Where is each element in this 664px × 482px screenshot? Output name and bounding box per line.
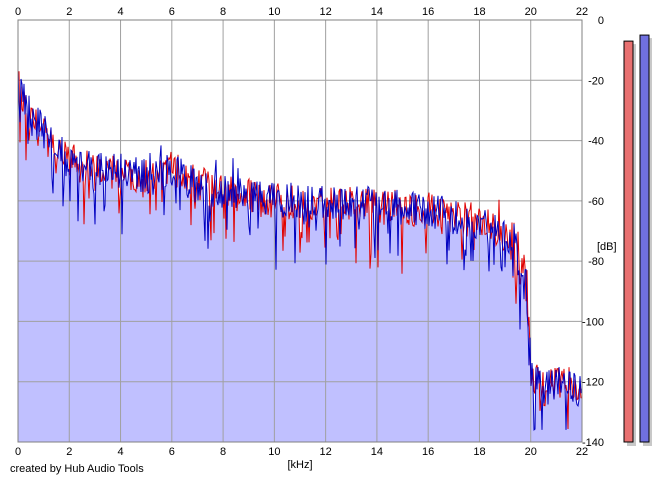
x-tick-label-bottom: 4 xyxy=(117,446,123,458)
series-line-right-channel xyxy=(17,70,583,431)
x-tick-label-bottom: 10 xyxy=(268,446,280,458)
x-tick-label-top: 12 xyxy=(320,6,332,18)
y-tick-label: -140 xyxy=(582,437,604,449)
series-line-left-channel xyxy=(17,71,583,430)
x-tick-label-top: 6 xyxy=(169,6,175,18)
level-meter-right xyxy=(639,34,652,446)
level-meter-left xyxy=(623,40,636,446)
x-tick-label-top: 2 xyxy=(66,6,72,18)
x-tick-label-top: 0 xyxy=(15,6,21,18)
x-tick-label-top: 16 xyxy=(422,6,434,18)
y-tick-label: -40 xyxy=(588,136,604,148)
level-meter-bar xyxy=(639,34,650,443)
x-tick-label-bottom: 6 xyxy=(169,446,175,458)
x-tick-label-bottom: 14 xyxy=(371,446,383,458)
x-axis-label: [kHz] xyxy=(287,459,312,471)
x-tick-label-bottom: 20 xyxy=(525,446,537,458)
x-tick-label-top: 22 xyxy=(576,6,588,18)
y-axis-ticks: 0 -20 -40 -60 -80 -100 -120 -140 xyxy=(582,15,604,449)
x-tick-label-bottom: 0 xyxy=(15,446,21,458)
y-tick-label: 0 xyxy=(598,15,604,27)
y-tick-label: -100 xyxy=(582,316,604,328)
y-tick-label: -20 xyxy=(588,75,604,87)
x-tick-label-bottom: 18 xyxy=(473,446,485,458)
y-tick-label: -120 xyxy=(582,377,604,389)
y-tick-label: -60 xyxy=(588,196,604,208)
x-tick-label-bottom: 8 xyxy=(220,446,226,458)
x-axis-bottom-ticks: 0 2 4 6 8 10 12 14 16 18 20 22 xyxy=(15,446,588,458)
x-tick-label-top: 20 xyxy=(525,6,537,18)
x-tick-label-top: 14 xyxy=(371,6,383,18)
x-tick-label-top: 18 xyxy=(473,6,485,18)
x-tick-label-bottom: 16 xyxy=(422,446,434,458)
x-tick-label-top: 8 xyxy=(220,6,226,18)
level-meter-bar xyxy=(623,40,634,443)
y-axis-label: [dB] xyxy=(597,241,617,253)
plot-border xyxy=(17,19,583,443)
x-tick-label-bottom: 22 xyxy=(576,446,588,458)
x-axis-top-ticks: 0 2 4 6 8 10 12 14 16 18 20 22 xyxy=(15,6,588,18)
x-tick-label-top: 4 xyxy=(117,6,123,18)
credit-text: created by Hub Audio Tools xyxy=(10,463,144,475)
x-tick-label-bottom: 12 xyxy=(320,446,332,458)
x-tick-label-top: 10 xyxy=(268,6,280,18)
x-tick-label-bottom: 2 xyxy=(66,446,72,458)
y-tick-label: -80 xyxy=(588,256,604,268)
